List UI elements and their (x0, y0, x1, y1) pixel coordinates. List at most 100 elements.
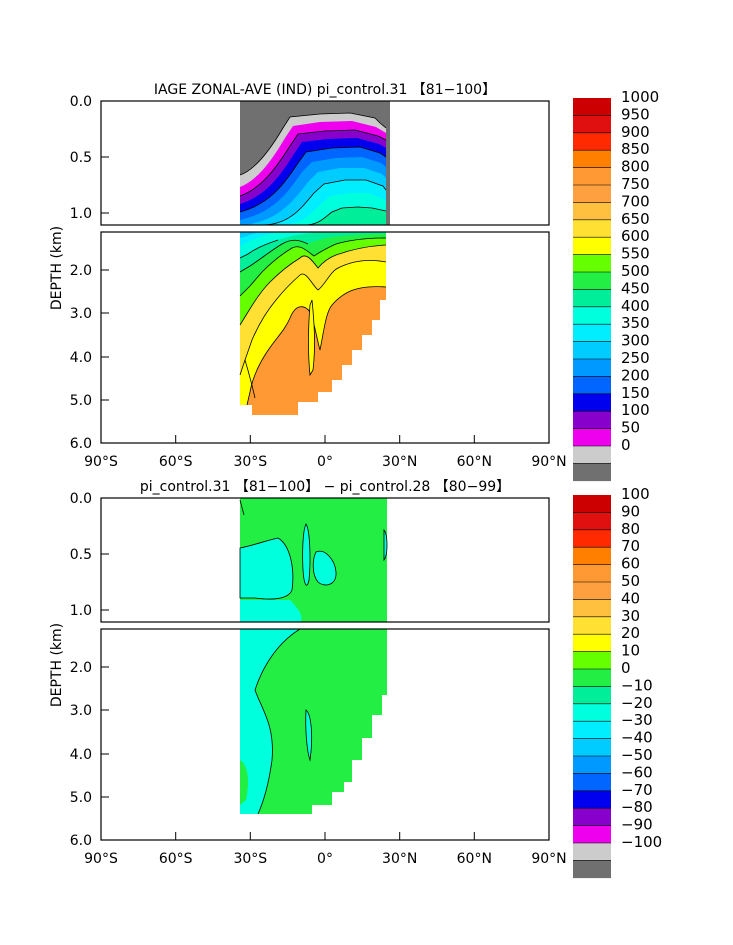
field-band (240, 760, 248, 805)
colorbar-label: 350 (621, 314, 650, 332)
field-band (312, 550, 337, 586)
y-tick-label: 4.0 (70, 350, 92, 366)
colorbar-label: −50 (621, 746, 653, 764)
field-band (240, 232, 280, 246)
colorbar-label: 100 (621, 485, 650, 503)
field-contour (261, 179, 387, 225)
field-contour (239, 237, 387, 297)
x-tick-label: 90°S (84, 454, 118, 470)
colorbar-label: 80 (621, 520, 640, 538)
panel2-lower-field (240, 629, 387, 815)
field-contour (244, 359, 256, 399)
panel2-upper-field (239, 498, 388, 622)
colorbar-label: 800 (621, 158, 650, 176)
colorbar-swatch (573, 669, 611, 687)
colorbar-swatch (573, 341, 611, 360)
x-tick-label: 0° (317, 851, 333, 867)
colorbar-swatch (573, 324, 611, 342)
y-tick-label: 3.0 (70, 703, 92, 719)
colorbar-swatch (573, 825, 611, 844)
colorbar-label: 30 (621, 607, 640, 625)
colorbar-swatch (573, 185, 611, 203)
x-tick-label: 60°S (159, 454, 193, 470)
colorbar-swatch (573, 738, 611, 757)
colorbar-label: 300 (621, 332, 650, 350)
colorbar-label: −10 (621, 676, 653, 694)
colorbar-label: −40 (621, 729, 653, 747)
colorbar-swatch (573, 359, 611, 377)
panel2-y-ticks: 0.0 0.5 1.0 2.0 3.0 4.0 5.0 6.0 (70, 491, 109, 849)
field-contour (239, 244, 387, 326)
field-band (386, 101, 390, 109)
colorbar-swatch (573, 721, 611, 739)
colorbar-swatch (573, 167, 611, 186)
field-contour (239, 129, 387, 197)
x-tick-label: 30°S (233, 454, 267, 470)
colorbar-label: 950 (621, 105, 650, 123)
colorbar-swatch (573, 289, 611, 308)
field-band (239, 112, 387, 176)
field-band (240, 232, 320, 258)
y-tick-label: 1.0 (70, 206, 92, 222)
x-tick-label: 60°S (159, 851, 193, 867)
colorbar-label: 900 (621, 123, 650, 141)
x-tick-label: 30°S (233, 851, 267, 867)
field-contour (308, 299, 315, 377)
field-contour (239, 239, 279, 259)
colorbar-swatch (573, 306, 611, 325)
field-contour (254, 629, 301, 815)
colorbar-swatch (573, 686, 611, 705)
y-tick-label: 6.0 (70, 833, 92, 849)
field-band (305, 207, 386, 225)
colorbar-swatch (573, 564, 611, 583)
x-tick-label: 30°N (382, 454, 417, 470)
x-tick-label: 30°N (382, 851, 417, 867)
colorbar-label: 600 (621, 227, 650, 245)
colorbar-label: 70 (621, 537, 640, 555)
colorbar-label: 450 (621, 279, 650, 297)
field-contour (304, 206, 387, 225)
colorbar-label: 1000 (621, 88, 659, 106)
colorbar-label: 200 (621, 366, 650, 384)
colorbar-label: −20 (621, 694, 653, 712)
field-band (240, 600, 302, 622)
colorbar-label: 400 (621, 297, 650, 315)
panel2-ylabel: DEPTH (km) (49, 623, 65, 707)
colorbar-swatch (573, 547, 611, 565)
panel-iage: IAGE ZONAL-AVE (IND) pi_control.31 【81−1… (49, 82, 659, 482)
colorbar-label: 60 (621, 555, 640, 573)
colorbar-swatch (573, 651, 611, 670)
x-tick-label: 90°N (531, 454, 566, 470)
panel2-title: pi_control.31 【81−100】 − pi_control.28 【… (140, 479, 510, 495)
colorbar-label: 650 (621, 210, 650, 228)
panel1-colorbar: 1000950900850800750700650600550500450400… (573, 88, 659, 482)
colorbar-label: −70 (621, 781, 653, 799)
colorbar-swatch (573, 529, 611, 548)
field-band (240, 629, 300, 814)
colorbar-label: 500 (621, 262, 650, 280)
colorbar-label: 40 (621, 589, 640, 607)
y-tick-label: 5.0 (70, 790, 92, 806)
colorbar-swatch (573, 376, 611, 395)
panel2-colorbar: 1009080706050403020100−10−20−30−40−50−60… (573, 485, 662, 879)
colorbar-swatch (573, 582, 611, 600)
colorbar-label: 550 (621, 245, 650, 263)
field-band (239, 537, 294, 600)
colorbar-swatch (573, 446, 611, 464)
colorbar-swatch (573, 634, 611, 652)
x-tick-label: 60°N (457, 454, 492, 470)
y-tick-label: 1.0 (70, 603, 92, 619)
field-band (383, 528, 388, 562)
panel1-y-ticks: 0.0 0.5 1.0 2.0 3.0 4.0 5.0 6.0 (70, 94, 109, 452)
field-band (240, 232, 260, 238)
colorbar-swatch (573, 808, 611, 826)
colorbar-label: −100 (621, 833, 662, 851)
colorbar-swatch (573, 237, 611, 255)
field-band (240, 232, 386, 296)
colorbar-swatch (573, 756, 611, 774)
colorbar-label: 0 (621, 659, 631, 677)
colorbar-label: −60 (621, 763, 653, 781)
x-tick-label: 90°N (531, 851, 566, 867)
colorbar-swatch (573, 703, 611, 722)
